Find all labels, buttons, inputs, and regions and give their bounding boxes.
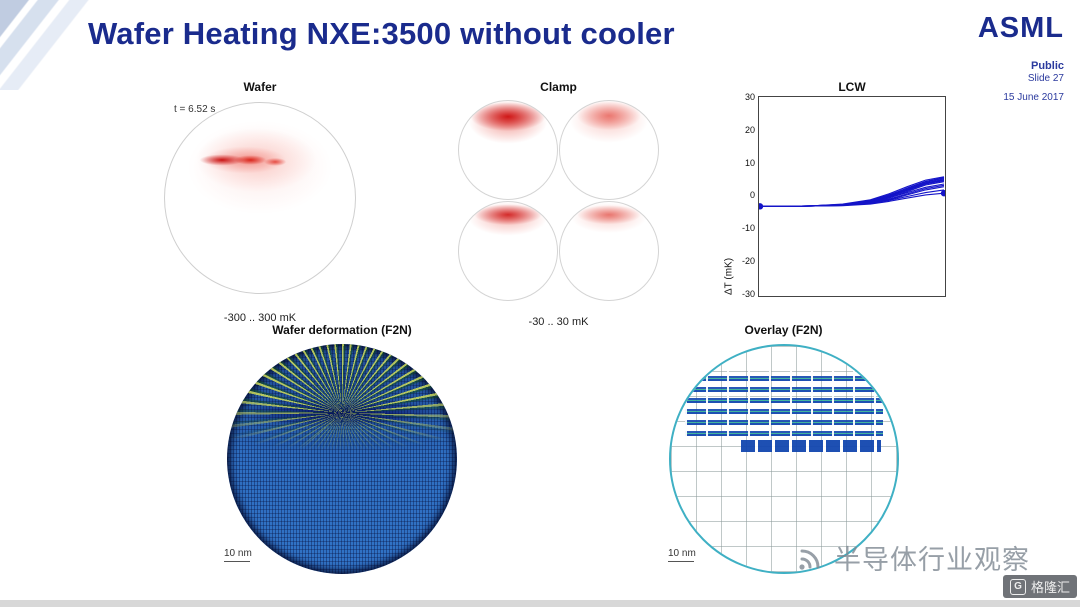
watermark-text: 半导体行业观察 bbox=[834, 545, 1030, 575]
deformation-streaks bbox=[227, 344, 457, 574]
wafer-panel: Wafer t = 6.52 s -300 .. 300 mK bbox=[160, 80, 360, 324]
classification-label: Public bbox=[1030, 60, 1064, 72]
wafer-panel-title: Wafer bbox=[243, 80, 277, 94]
corner-decoration bbox=[0, 0, 105, 90]
wafer-heatmap bbox=[164, 102, 356, 294]
deformation-scale-note: 10 nm bbox=[224, 548, 252, 562]
gelonghui-badge-label: 格隆汇 bbox=[1030, 580, 1070, 595]
slide-title: Wafer Heating NXE:3500 without cooler bbox=[88, 16, 675, 51]
overlay-vector-region bbox=[684, 370, 883, 436]
slide-number: Slide 27 bbox=[1027, 72, 1064, 84]
clamp-heatmap-grid bbox=[457, 100, 660, 301]
bottom-strip bbox=[0, 600, 1080, 607]
deformation-panel-title: Wafer deformation (F2N) bbox=[272, 323, 412, 337]
clamp-heatmap-bottom-left bbox=[458, 201, 558, 301]
wafer-scale-caption: -300 .. 300 mK bbox=[223, 312, 297, 324]
clamp-heatmap-top-left bbox=[458, 100, 558, 200]
overlay-panel-title: Overlay (F2N) bbox=[744, 323, 823, 337]
overlay-panel: Overlay (F2N) 10 nm bbox=[666, 323, 901, 574]
asml-logo: ASML bbox=[977, 12, 1064, 44]
signal-arcs-icon bbox=[799, 549, 820, 570]
clamp-panel: Clamp -30 .. 30 mK bbox=[457, 80, 660, 328]
lcw-y-axis-label: ΔT (mK) bbox=[723, 257, 735, 295]
overlay-scale-note: 10 nm bbox=[668, 548, 696, 562]
clamp-heatmap-top-right bbox=[559, 100, 659, 200]
slide-date: 15 June 2017 bbox=[1003, 92, 1064, 104]
clamp-heatmap-bottom-right bbox=[559, 201, 659, 301]
deformation-scale-label: 10 nm bbox=[224, 548, 252, 559]
deformation-quiver-map bbox=[227, 344, 457, 574]
wafer-time-label: t = 6.52 s bbox=[174, 104, 216, 115]
wafer-deformation-panel: Wafer deformation (F2N) 10 nm bbox=[222, 323, 462, 574]
lcw-panel-title: LCW bbox=[838, 80, 866, 94]
slide-meta: Public Slide 27 15 June 2017 bbox=[1003, 60, 1064, 104]
overlay-field-map bbox=[668, 344, 899, 574]
gelonghui-logo-icon: G bbox=[1009, 578, 1026, 595]
overlay-scale-label: 10 nm bbox=[668, 548, 696, 559]
watermark: 半导体行业观察 bbox=[798, 538, 1030, 577]
deformation-scale-bar bbox=[224, 561, 250, 562]
overlay-scale-bar bbox=[668, 561, 694, 562]
clamp-scale-caption: -30 .. 30 mK bbox=[528, 316, 589, 328]
lcw-y-tick-labels: 30 20 10 0 -10 -20 -30 bbox=[741, 92, 755, 299]
lcw-panel: ΔT (mK) 30 20 10 0 -10 -20 -30 LCW bbox=[722, 80, 946, 299]
lcw-line-chart bbox=[758, 96, 946, 297]
clamp-panel-title: Clamp bbox=[540, 80, 577, 94]
gelonghui-badge: G 格隆汇 bbox=[1002, 575, 1077, 598]
overlay-vector-region-secondary bbox=[740, 440, 881, 452]
